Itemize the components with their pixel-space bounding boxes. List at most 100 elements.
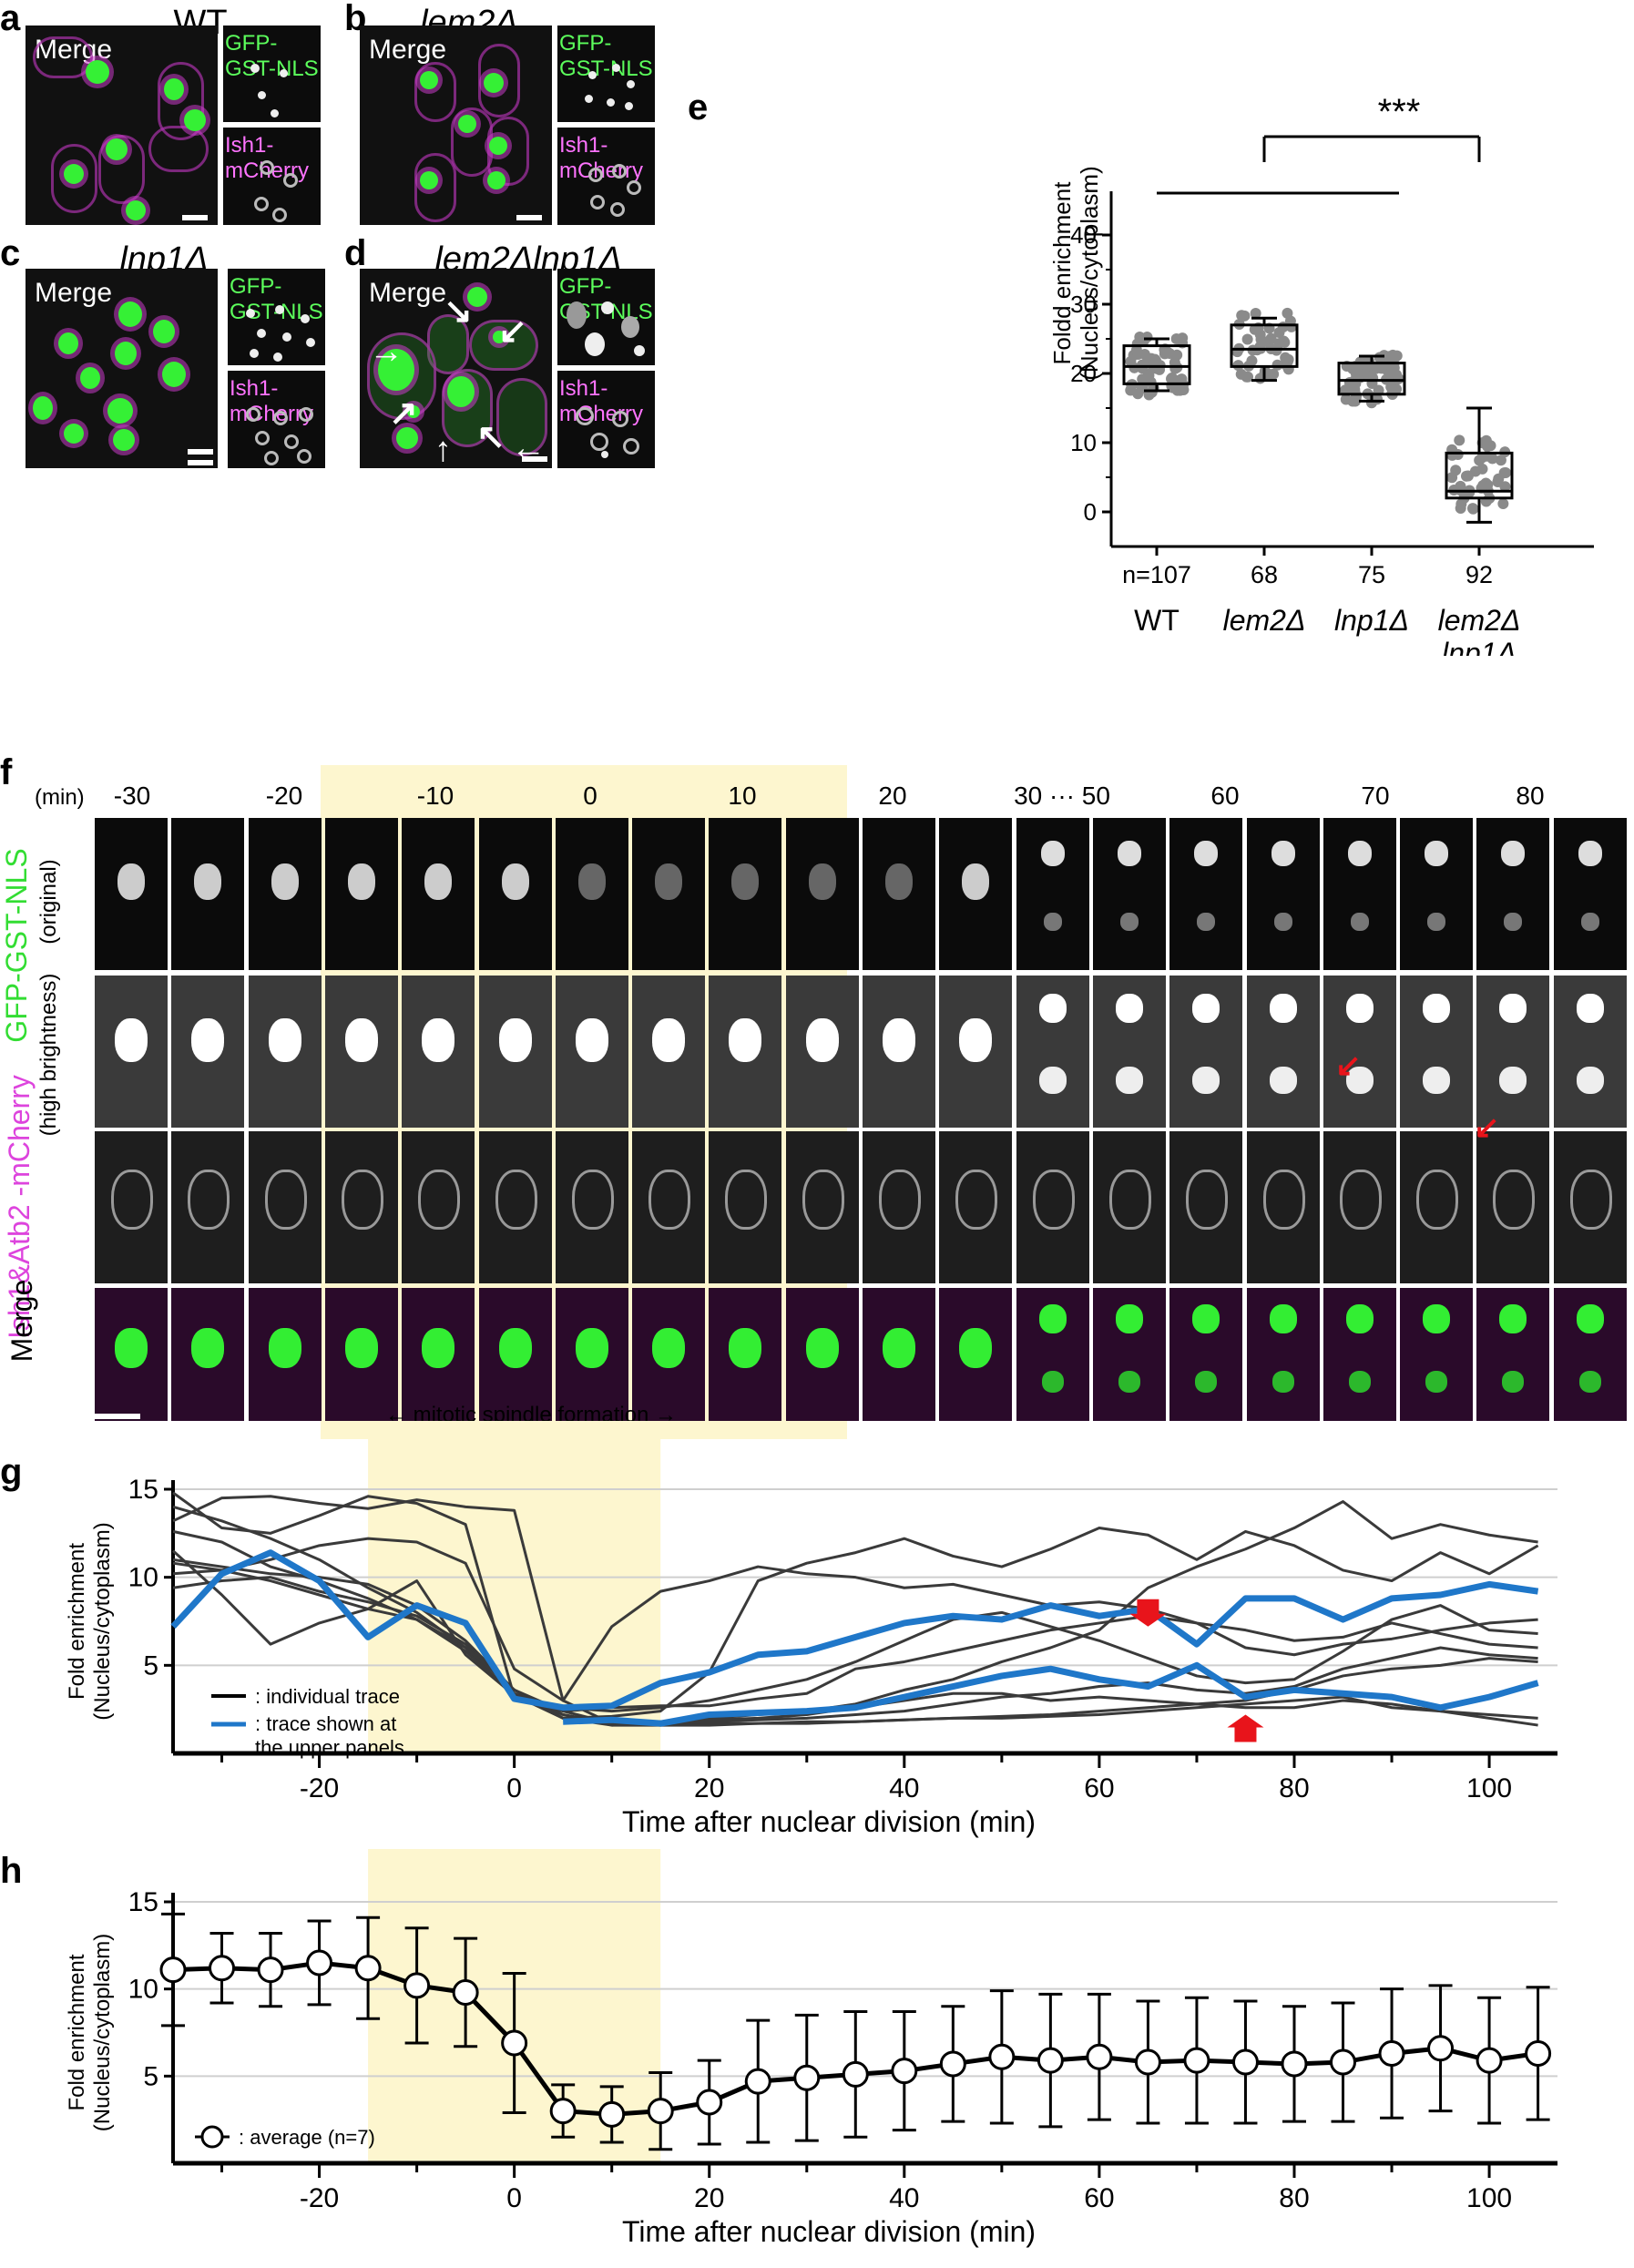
arrow-marker: ↗ <box>389 394 418 433</box>
gfp-label: GFP-GST-NLS <box>230 274 323 324</box>
panel-g-chart: 5 10 15 -20 0 20 40 60 80 100 Time after nuclear d… <box>65 1421 1557 1838</box>
timelapse-frame <box>786 818 859 970</box>
individual-trace <box>172 1505 1538 1713</box>
panel-b-ish1-image: Ish1-mCherry <box>557 128 655 225</box>
timelapse-frame <box>939 818 1012 970</box>
box <box>1230 323 1299 368</box>
ish1-label: Ish1-mCherry <box>225 133 310 183</box>
data-point <box>1250 308 1261 320</box>
n-count: n=107 <box>1122 561 1191 588</box>
y-tick-label: 5 <box>143 1650 158 1681</box>
average-point <box>988 2043 1016 2070</box>
data-point <box>1375 363 1387 374</box>
timelapse-frame <box>1554 818 1627 970</box>
timelapse-frame <box>325 976 398 1128</box>
timelapse-frame <box>249 1131 322 1283</box>
average-point <box>403 1972 431 1999</box>
timelapse-frame <box>863 818 935 970</box>
data-point <box>1467 503 1479 515</box>
row-label-merge: Merge <box>5 1279 38 1363</box>
data-point <box>1359 368 1371 380</box>
data-point <box>1460 470 1472 482</box>
timelapse-frame <box>479 976 552 1128</box>
timelapse-frame <box>632 1288 705 1421</box>
timelapse-frame <box>556 1288 628 1421</box>
data-point <box>1477 480 1489 492</box>
timelapse-frame <box>556 1131 628 1283</box>
data-point <box>1349 386 1361 398</box>
timelapse-frame <box>1169 1288 1242 1421</box>
y-tick-label: 10 <box>128 1563 158 1593</box>
timelapse-frame <box>786 1288 859 1421</box>
timelapse-frame <box>1169 818 1242 970</box>
legend-marker <box>200 2125 224 2149</box>
legend-label-blue: : trace shown at <box>255 1712 396 1735</box>
y-axis-label-line2: (Nucleus/cytoplasm) <box>90 1934 115 2131</box>
timelapse-frame <box>249 1288 322 1421</box>
panel-d-ish1-image: Ish1-mCherry <box>557 371 655 468</box>
average-point <box>159 1956 187 1984</box>
average-point <box>598 2100 626 2128</box>
timelapse-frame <box>1476 1131 1549 1283</box>
average-point <box>939 2050 966 2078</box>
average-point <box>354 1955 382 1982</box>
y-tick-label: 20 <box>1070 360 1097 387</box>
red-arrow: ↙ <box>1335 1048 1362 1083</box>
timelapse-frame <box>1093 1288 1166 1421</box>
data-point <box>1374 352 1385 363</box>
data-point <box>1241 333 1253 345</box>
y-tick-label: 15 <box>128 1475 158 1505</box>
min-label: (min) <box>35 785 85 810</box>
y-tick-label: 30 <box>1070 291 1097 318</box>
data-point <box>1282 307 1293 319</box>
timelapse-frame <box>632 818 705 970</box>
average-point <box>1330 2048 1357 2076</box>
n-count: 68 <box>1251 561 1278 588</box>
data-point <box>1170 332 1182 344</box>
group-label: lem2Δ <box>1223 604 1306 637</box>
data-point <box>1268 368 1280 380</box>
x-tick-label: 60 <box>1084 1773 1114 1803</box>
panel-g-letter: g <box>0 1452 23 1492</box>
panel-c-merge-image: Merge <box>26 269 218 468</box>
data-point <box>1497 498 1509 510</box>
data-point <box>1454 434 1465 446</box>
average-point <box>793 2064 821 2091</box>
data-point <box>1446 449 1458 461</box>
legend-label: : average (n=7) <box>239 2126 375 2149</box>
legend-label-blue-line2: the upper panels <box>255 1736 404 1759</box>
time-label: 70 <box>1361 782 1390 810</box>
timelapse-frame <box>402 1131 475 1283</box>
data-point <box>1340 393 1352 405</box>
time-label: 0 <box>583 782 597 810</box>
average-point <box>1378 2039 1405 2067</box>
data-point <box>1340 384 1352 396</box>
average-point <box>891 2058 918 2085</box>
timelapse-frame <box>95 1288 168 1421</box>
x-tick-label: 40 <box>889 1773 919 1803</box>
arrow-marker: → <box>369 332 403 371</box>
average-point <box>1134 2048 1161 2076</box>
gfp-label: GFP-GST-NLS <box>559 31 653 81</box>
timelapse-frame <box>95 1131 168 1283</box>
average-point <box>1281 2050 1308 2078</box>
timelapse-frame <box>1323 1288 1396 1421</box>
timelapse-frame <box>1400 818 1473 970</box>
data-point <box>1500 467 1512 479</box>
legend-label-black: : individual trace <box>255 1685 400 1708</box>
time-label: 80 <box>1516 782 1545 810</box>
y-tick-label: 15 <box>128 1887 158 1917</box>
panel-e-chart <box>674 91 965 519</box>
timelapse-frame <box>249 976 322 1128</box>
ish1-label: Ish1-mCherry <box>559 376 644 426</box>
timelapse-frame <box>556 818 628 970</box>
group-label: WT <box>1134 604 1180 637</box>
timelapse-frame <box>1476 976 1549 1128</box>
panel-a-gfp-image: GFP-GST-NLS <box>223 26 321 122</box>
average-point <box>1183 2047 1210 2074</box>
timelapse-frame <box>1400 1288 1473 1421</box>
x-axis-label: Time after nuclear division (min) <box>622 1805 1036 1838</box>
x-tick-label: -20 <box>300 1773 339 1803</box>
timelapse-frame <box>1093 1131 1166 1283</box>
data-point <box>1495 455 1506 466</box>
